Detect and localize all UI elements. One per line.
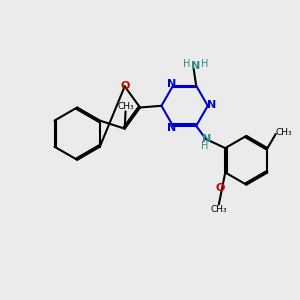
Text: H: H bbox=[183, 59, 191, 69]
Text: H: H bbox=[201, 59, 208, 69]
Text: CH₃: CH₃ bbox=[211, 205, 227, 214]
Text: O: O bbox=[216, 184, 225, 194]
Text: O: O bbox=[121, 81, 130, 91]
Text: N: N bbox=[167, 79, 176, 89]
Text: N: N bbox=[202, 134, 211, 144]
Text: N: N bbox=[167, 123, 176, 133]
Text: CH₃: CH₃ bbox=[275, 128, 292, 137]
Text: N: N bbox=[191, 61, 200, 71]
Text: N: N bbox=[207, 100, 217, 110]
Text: H: H bbox=[201, 141, 208, 151]
Text: CH₃: CH₃ bbox=[117, 102, 134, 111]
